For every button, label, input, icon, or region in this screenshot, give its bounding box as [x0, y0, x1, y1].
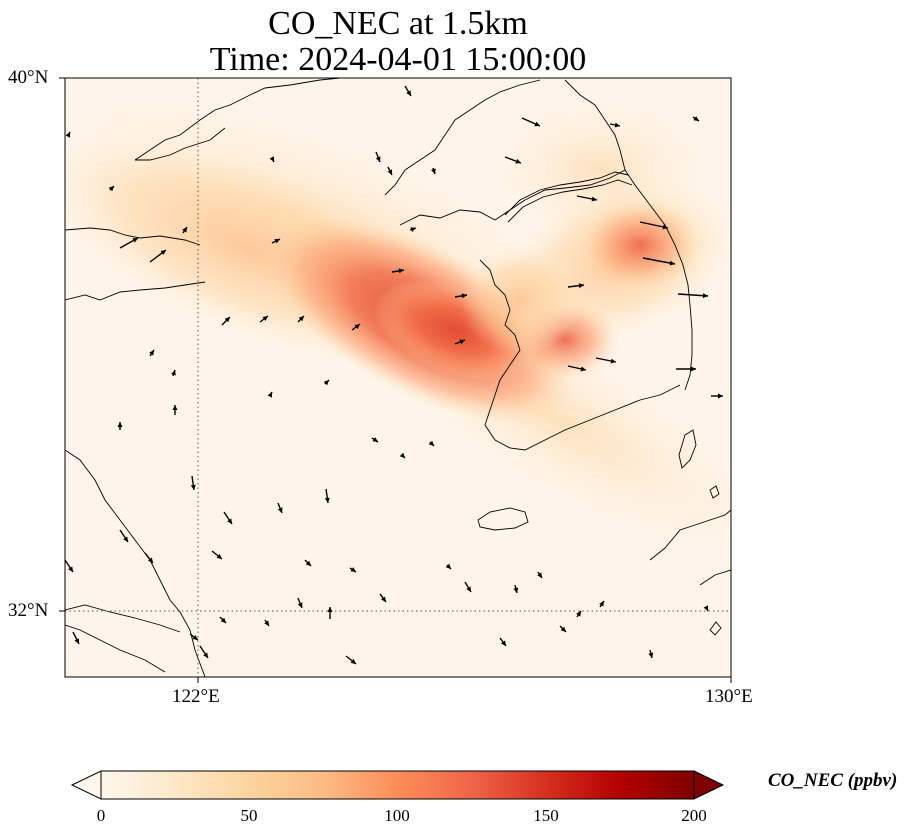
- colorbar-tick-0: 0: [96, 806, 106, 825]
- wind-arrow-head: [703, 605, 708, 611]
- wind-arrow-head: [264, 620, 269, 626]
- wind-arrow-head: [669, 260, 675, 266]
- wind-arrow-head: [702, 293, 708, 299]
- wind-arrow-head: [387, 169, 392, 175]
- map-title-time: Time: 2024-04-01 15:00:00: [209, 41, 587, 78]
- wind-arrow-head: [305, 560, 311, 566]
- wind-arrow-head: [190, 484, 196, 490]
- wind-arrow-head: [610, 358, 616, 364]
- wind-arrow-head: [262, 316, 268, 321]
- wind-arrow-head: [381, 596, 386, 602]
- wind-arrow-head: [267, 392, 272, 398]
- wind-arrow-head: [501, 640, 506, 646]
- wind-arrow-head: [576, 611, 581, 617]
- wind-arrow-head: [693, 116, 699, 121]
- colorbar-extend-min: [70, 770, 102, 800]
- wind-arrow-shaft: [732, 194, 736, 196]
- colorbar: [70, 770, 725, 800]
- wind-arrow-head: [445, 563, 451, 569]
- wind-arrow-head: [297, 602, 303, 608]
- wind-arrow-head: [160, 250, 166, 255]
- wind-arrow-head: [171, 370, 176, 376]
- colorbar-tick-100: 100: [384, 806, 410, 825]
- wind-arrow-head: [350, 658, 356, 664]
- wind-arrow-head: [372, 437, 378, 442]
- wind-arrow-head: [132, 238, 138, 243]
- lon-label-122: 122°E: [172, 686, 220, 707]
- wind-arrow-head: [220, 617, 226, 623]
- wind-arrow-head: [466, 586, 471, 592]
- wind-arrow-head: [274, 239, 280, 244]
- colorbar-tick-50: 50: [240, 806, 258, 825]
- wind-arrow-head: [203, 652, 208, 658]
- wind-arrow-shaft: [642, 257, 676, 265]
- coastlines: [65, 78, 731, 677]
- wind-arrow-head: [74, 638, 79, 644]
- colorbar-tick-200: 200: [681, 806, 707, 825]
- wind-arrow-head: [534, 121, 540, 127]
- map-frame: [64, 77, 732, 678]
- wind-arrow-head: [580, 366, 586, 372]
- colorbar-extend-max: [693, 770, 725, 800]
- wind-arrow-head: [459, 339, 465, 345]
- wind-arrow-head: [147, 557, 153, 563]
- wind-arrow-head: [224, 317, 230, 323]
- wind-arrow-head: [461, 293, 467, 299]
- wind-arrow-head: [182, 227, 187, 233]
- wind-arrow-head: [648, 652, 654, 658]
- gridlines: [65, 78, 731, 677]
- wind-arrow-head: [591, 196, 597, 202]
- lon-label-130: 130°E: [705, 686, 753, 707]
- wind-arrow-head: [398, 268, 404, 274]
- wind-arrow-head: [515, 158, 521, 164]
- wind-arrow-head: [324, 497, 330, 503]
- wind-vectors: [65, 85, 736, 665]
- wind-arrow-head: [68, 566, 73, 572]
- colorbar-gradient: [100, 770, 695, 800]
- wind-arrow-head: [406, 90, 411, 96]
- wind-arrow-head: [428, 440, 434, 446]
- wind-arrow-head: [718, 393, 723, 399]
- wind-arrow-head: [537, 572, 542, 578]
- wind-arrow-head: [375, 156, 381, 162]
- wind-arrow-shaft: [677, 293, 709, 297]
- colorbar-tick-150: 150: [533, 806, 559, 825]
- wind-arrow-head: [117, 422, 123, 427]
- wind-arrow-head: [192, 635, 198, 640]
- wind-arrow-head: [216, 553, 222, 559]
- wind-arrow-head: [108, 186, 114, 192]
- wind-arrow-head: [599, 601, 604, 607]
- wind-arrow-head: [323, 380, 329, 386]
- lat-label-32: 32°N: [8, 600, 49, 621]
- wind-arrow-head: [350, 567, 356, 572]
- wind-arrow-head: [431, 168, 436, 174]
- wind-arrow-head: [614, 122, 620, 128]
- wind-arrow-head: [149, 350, 154, 356]
- wind-arrow-head: [560, 626, 566, 632]
- wind-arrow-head: [298, 316, 304, 322]
- map-title-variable: CO_NEC at 1.5km: [268, 5, 528, 42]
- wind-arrow-head: [513, 587, 519, 593]
- wind-arrow-head: [691, 366, 696, 372]
- lat-label-40: 40°N: [8, 67, 49, 88]
- concentration-field: [65, 78, 731, 677]
- colorbar-label: CO_NEC (ppbv): [768, 770, 898, 791]
- wind-arrow-head: [172, 405, 178, 410]
- wind-arrow-head: [269, 156, 274, 162]
- wind-arrow-head: [578, 283, 584, 289]
- wind-arrow-head: [662, 224, 668, 230]
- wind-arrow-head: [277, 507, 283, 513]
- wind-arrow-head: [399, 452, 405, 458]
- wind-arrow-head: [123, 536, 128, 542]
- wind-arrow-head: [327, 607, 333, 612]
- wind-arrow-head: [65, 132, 70, 138]
- wind-arrow-head: [227, 518, 232, 524]
- map-figure: [59, 77, 736, 683]
- wind-arrow-head: [354, 324, 360, 329]
- wind-arrow-head: [410, 227, 416, 232]
